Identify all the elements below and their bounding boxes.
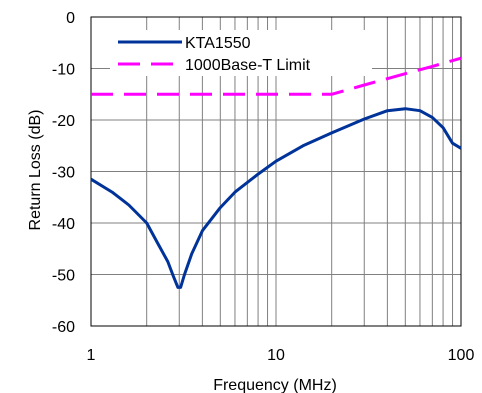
y-tick-label: -50 — [52, 268, 75, 285]
x-axis-label: Frequency (MHz) — [213, 377, 337, 393]
x-tick-label: 100 — [448, 347, 475, 364]
series-line-1 — [91, 56, 462, 96]
y-tick-label: -40 — [52, 216, 75, 233]
y-tick-label: -30 — [52, 165, 75, 182]
plot-area-frame — [90, 16, 462, 327]
y-tick-label: 0 — [66, 10, 75, 27]
x-tick-label: 1 — [87, 347, 96, 364]
series-layer — [90, 56, 462, 289]
legend-label-1000base-t-limit: 1000Base-T Limit — [185, 57, 311, 74]
legend: KTA1550 1000Base-T Limit — [110, 30, 372, 76]
series-line-0 — [90, 107, 462, 289]
y-axis-label: Return Loss (dB) — [27, 110, 44, 231]
x-tick-label: 10 — [267, 347, 285, 364]
x-tick-labels: 1 10 100 — [87, 347, 475, 364]
y-tick-label: -60 — [52, 319, 75, 336]
y-tick-label: -10 — [52, 62, 75, 79]
legend-label-ktA1550: KTA1550 — [185, 35, 251, 52]
legend-background — [110, 30, 372, 76]
y-tick-labels: 0 -10 -20 -30 -40 -50 -60 — [52, 10, 75, 336]
y-tick-label: -20 — [52, 113, 75, 130]
